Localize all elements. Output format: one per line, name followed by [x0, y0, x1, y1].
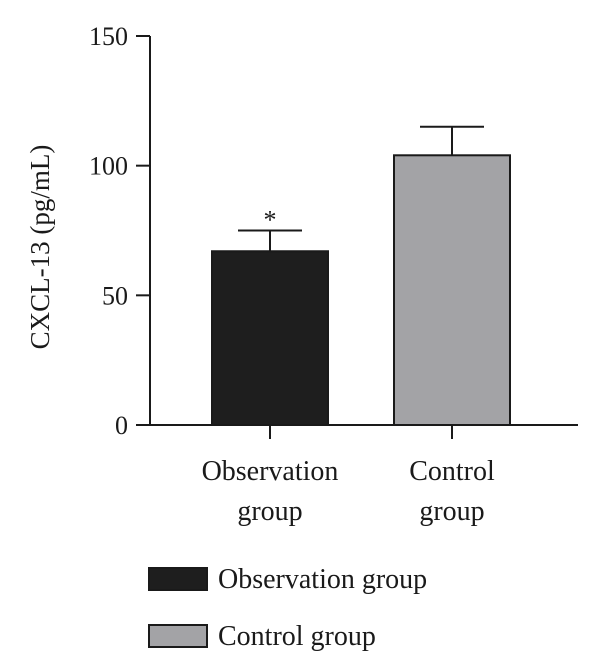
x-tick-label: Observation [202, 456, 339, 487]
x-tick-label: group [419, 496, 484, 527]
y-tick-label: 0 [115, 411, 128, 440]
x-tick-label: group [237, 496, 302, 527]
y-axis: 0 50 100 150 [89, 22, 151, 440]
x-axis: Observation group Control group [150, 424, 578, 527]
legend-swatch [148, 567, 208, 591]
y-tick-label: 100 [89, 152, 128, 181]
legend-swatch [148, 624, 208, 648]
significance-marker: * [264, 206, 277, 235]
bar [393, 154, 511, 426]
y-tick-label: 150 [89, 22, 128, 51]
legend-label: Observation group [218, 564, 427, 595]
legend-label: Control group [218, 621, 376, 652]
bars: * [211, 125, 511, 426]
legend: Observation group Control group [148, 564, 427, 652]
bar [211, 250, 329, 426]
y-tick-label: 50 [102, 281, 128, 310]
y-axis-label: CXCL-13 (pg/mL) [25, 145, 55, 350]
x-tick-label: Control [409, 456, 495, 487]
